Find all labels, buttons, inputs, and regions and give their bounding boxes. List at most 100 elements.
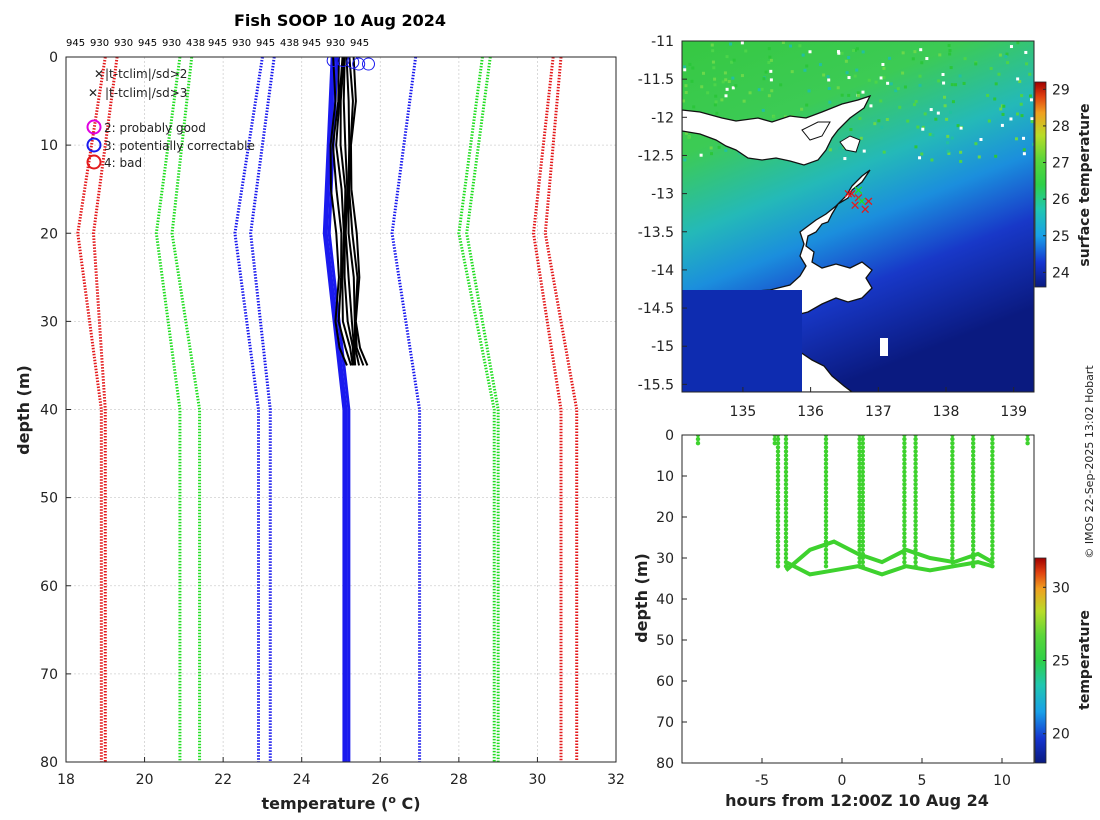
timeseries-point xyxy=(775,523,781,528)
profile-xlabel: temperature (o C) xyxy=(261,793,420,813)
timeseries-point xyxy=(913,457,918,462)
map-sst-pixel xyxy=(855,68,859,72)
profile-envelope-green xyxy=(465,57,500,762)
profile-top-label: 930 xyxy=(90,38,109,49)
timeseries-point xyxy=(783,547,789,552)
timeseries-point xyxy=(990,514,995,520)
map-sst-pixel xyxy=(684,91,688,95)
map-sst-pixel xyxy=(1009,117,1013,121)
timeseries-point xyxy=(860,531,865,536)
map-sst-pixel xyxy=(769,78,773,82)
map-sst-pixel xyxy=(781,41,785,45)
timeseries-point xyxy=(902,494,907,499)
timeseries-point xyxy=(902,435,907,438)
timeseries-point xyxy=(857,510,862,516)
map-sst-pixel xyxy=(1020,94,1024,98)
map-sst-pixel xyxy=(760,87,764,91)
timeseries-point xyxy=(857,502,862,507)
timeseries-surface-point xyxy=(695,441,701,446)
timeseries-point xyxy=(902,465,907,470)
timeseries-point xyxy=(857,506,862,511)
timeseries-point xyxy=(971,535,976,540)
timeseries-point xyxy=(823,469,829,475)
timeseries-ytick-label: 50 xyxy=(656,633,674,649)
map-sst-pixel xyxy=(879,76,883,80)
legend-label-3: 3: potentially correctable xyxy=(104,139,255,153)
profile-xtick-label: 26 xyxy=(371,772,389,788)
map-sst-pixel xyxy=(948,52,952,56)
timeseries-point xyxy=(783,490,789,495)
map-sst-pixel xyxy=(998,53,1002,57)
map-sst-pixel xyxy=(885,118,889,122)
profile-flag-circle xyxy=(346,57,360,69)
timeseries-point xyxy=(857,453,862,458)
map-sst-pixel xyxy=(918,74,922,78)
timeseries-point xyxy=(857,473,862,479)
timeseries-point xyxy=(860,559,865,565)
timeseries-point xyxy=(902,502,907,507)
timeseries-point xyxy=(902,498,907,503)
map-sst-pixel xyxy=(855,47,859,51)
profile-envelope-red xyxy=(76,57,107,762)
timeseries-point xyxy=(860,494,865,499)
map-sst-pixel xyxy=(859,136,863,140)
timeseries-point xyxy=(823,514,829,520)
map-sst-pixel xyxy=(934,117,938,121)
timeseries-tow-track xyxy=(784,539,994,572)
map-sst-pixel xyxy=(858,116,862,120)
timeseries-point xyxy=(783,461,789,466)
timeseries-point xyxy=(783,523,789,528)
timeseries-point xyxy=(913,449,918,454)
timeseries-point xyxy=(950,506,955,511)
timeseries-point xyxy=(775,461,781,466)
timeseries-point xyxy=(902,506,907,511)
map-sst-pixel xyxy=(805,64,809,68)
timeseries-point xyxy=(971,486,976,491)
map-sst-pixel xyxy=(997,72,1001,76)
map-colorbar-label: surface temperature xyxy=(1077,103,1093,266)
timeseries-point xyxy=(990,502,995,507)
timeseries-point xyxy=(857,441,862,446)
map-sst-pixel xyxy=(1029,98,1033,102)
map-sst-pixel xyxy=(867,78,871,82)
map-sst-pixel xyxy=(950,136,954,140)
profile-ytick-label: 0 xyxy=(49,50,58,66)
map-sst-pixel xyxy=(764,70,768,74)
profile-observed-trace xyxy=(331,57,353,366)
map-sst-pixel xyxy=(818,63,822,67)
timeseries-point xyxy=(857,518,862,524)
timeseries-point xyxy=(783,555,789,561)
timeseries-point xyxy=(913,555,918,561)
profile-flag-circle xyxy=(362,57,375,71)
map-sst-pixel xyxy=(713,83,717,87)
map-panel: ✕✕✕✕ ✕✕✕✕ 135 136 137 138 139 -11 -11.5 -12 -12.5… xyxy=(638,34,1093,420)
map-track-marker: ✕ xyxy=(850,199,861,214)
timeseries-point xyxy=(775,535,781,540)
timeseries-point xyxy=(990,477,995,483)
map-track-marker: ✕ xyxy=(853,184,864,199)
profile-ytick-label: 10 xyxy=(40,138,58,154)
timeseries-point xyxy=(913,436,918,442)
timeseries-point xyxy=(775,445,781,450)
timeseries-point xyxy=(990,449,995,454)
map-sst-pixel xyxy=(714,100,718,104)
map-xtick-label: 135 xyxy=(730,404,757,420)
map-sst-pixel xyxy=(683,65,687,69)
timeseries-point xyxy=(990,535,995,540)
map-sst-pixel xyxy=(861,90,865,94)
timeseries-point xyxy=(990,551,995,557)
map-sst-pixel xyxy=(723,71,727,75)
timeseries-point xyxy=(775,494,781,499)
timeseries-point xyxy=(950,469,955,475)
timeseries-point xyxy=(823,559,829,565)
profile-envelope-green xyxy=(457,57,496,762)
timeseries-point xyxy=(857,449,862,454)
map-sst-pixel xyxy=(713,103,717,107)
profile-flag-circle xyxy=(326,57,340,68)
timeseries-point xyxy=(990,457,995,462)
map-sst-pixel xyxy=(769,58,773,62)
map-sst-pixel xyxy=(683,158,687,162)
map-sst-pixel xyxy=(845,71,849,75)
map-sst-texture xyxy=(682,41,1034,163)
map-sst-bay xyxy=(682,290,802,392)
